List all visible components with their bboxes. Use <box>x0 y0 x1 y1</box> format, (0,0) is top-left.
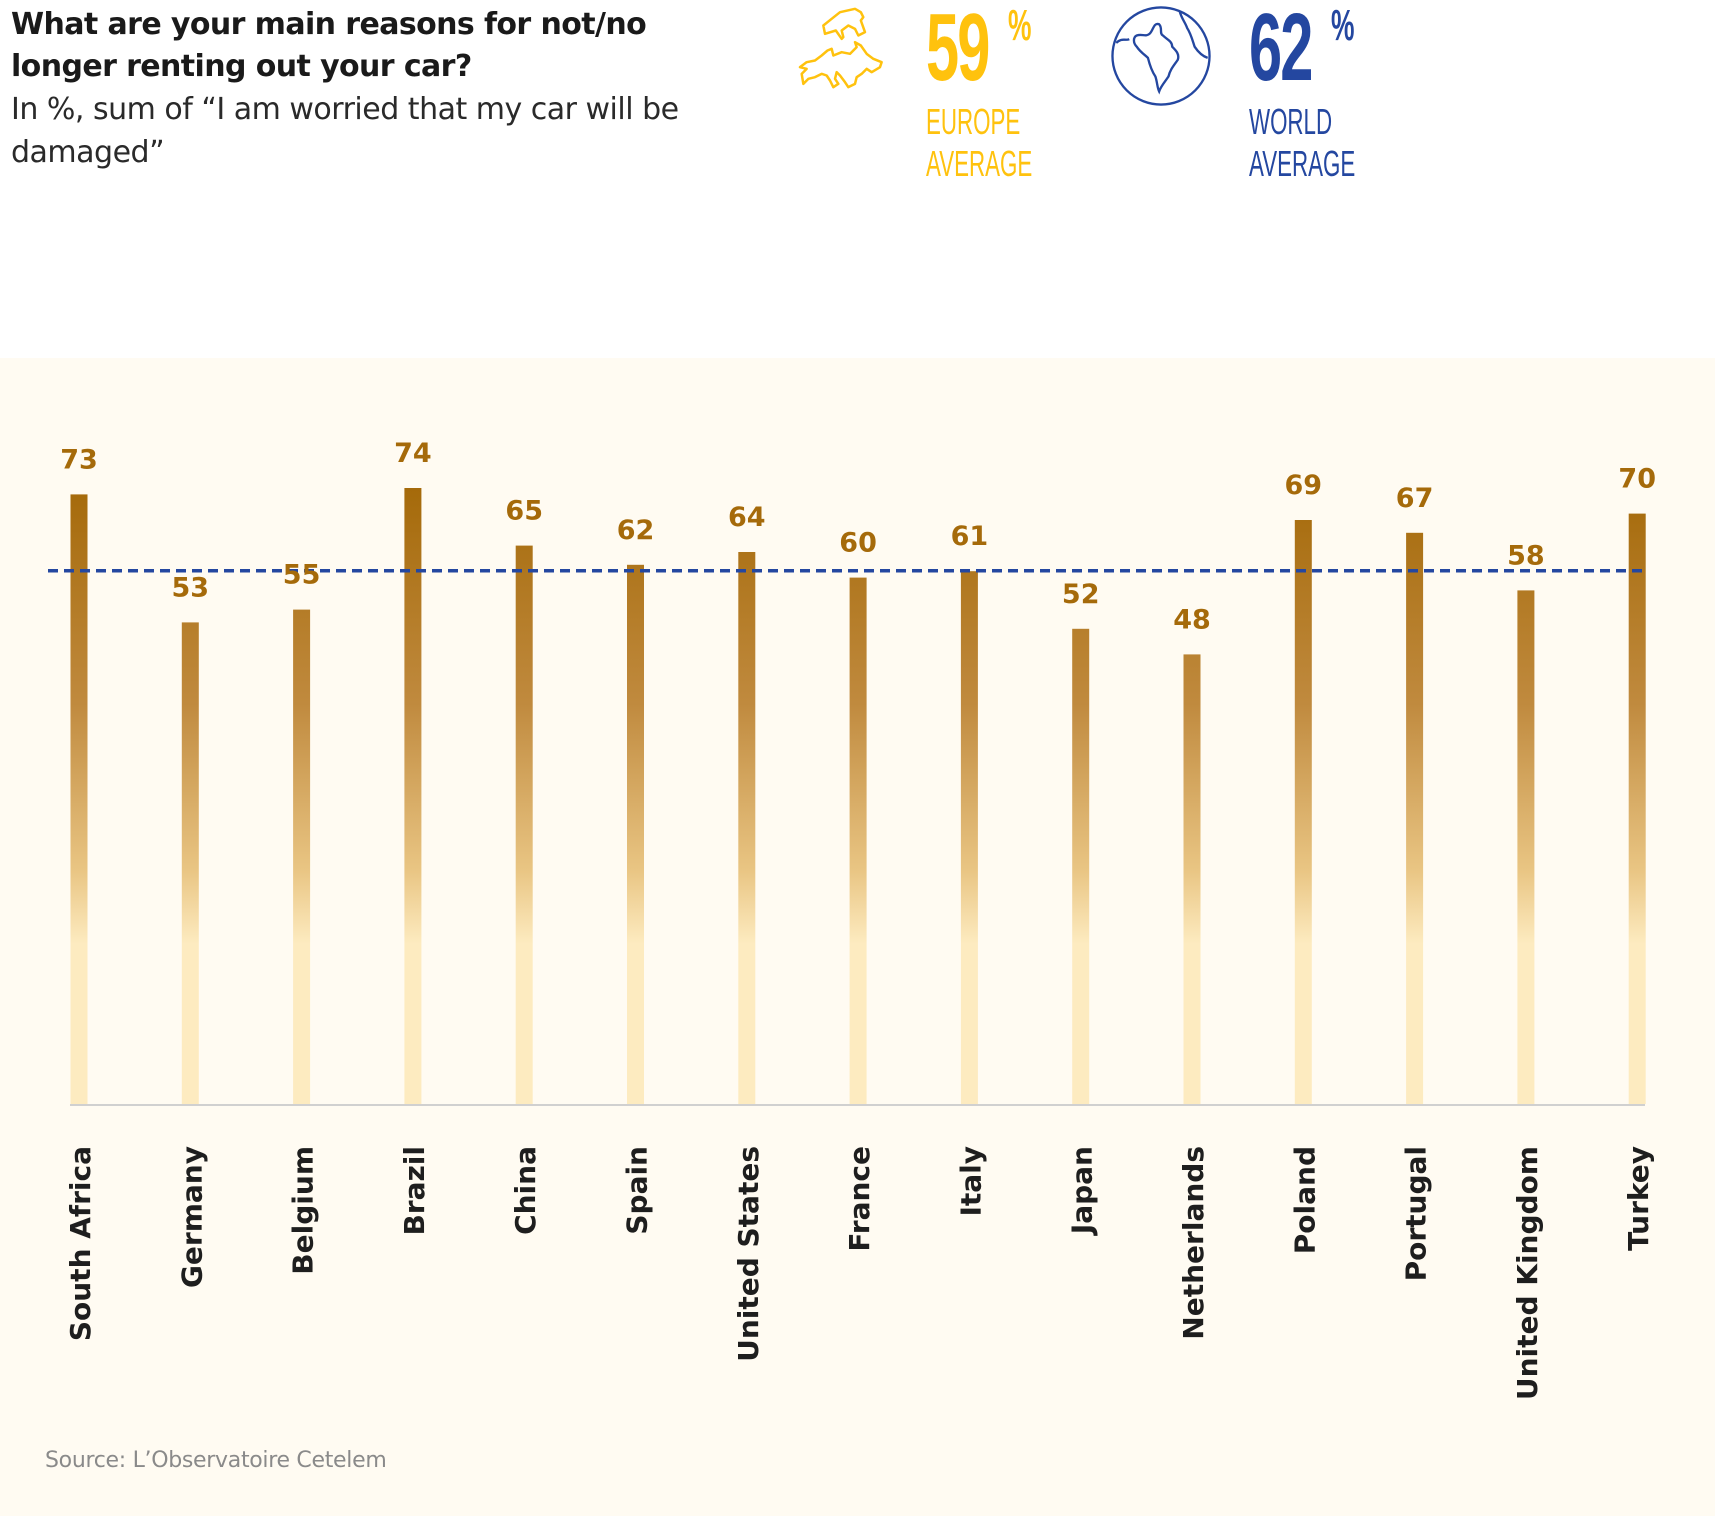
value-label: 53 <box>172 572 210 603</box>
value-label: 58 <box>1507 540 1545 571</box>
category-label: Italy <box>954 1146 987 1217</box>
bar-belgium <box>293 609 311 1104</box>
bar-france <box>849 577 867 1104</box>
category-label: United States <box>732 1146 765 1362</box>
value-label: 52 <box>1062 579 1100 610</box>
category-label: United Kingdom <box>1511 1146 1544 1400</box>
chart-subtitle: In %, sum of “I am worried that my car w… <box>11 92 679 170</box>
bar-spain <box>627 564 644 1104</box>
bar-portugal <box>1406 532 1424 1104</box>
bar-turkey <box>1628 513 1646 1104</box>
bar-italy <box>960 571 978 1104</box>
value-label: 48 <box>1173 604 1211 635</box>
europe-map-icon <box>798 7 883 89</box>
bar-poland <box>1294 520 1312 1104</box>
bar-united-kingdom <box>1517 590 1535 1104</box>
source-note: Source: L’Observatoire Cetelem <box>45 1448 387 1473</box>
europe-average-label-1: EUROPE <box>926 101 1021 142</box>
value-label: 69 <box>1285 470 1323 501</box>
world-average-value: 62 <box>1249 0 1313 101</box>
world-average-unit: % <box>1331 1 1355 50</box>
value-label: 67 <box>1396 483 1434 514</box>
category-label: France <box>843 1146 876 1252</box>
category-label: Spain <box>621 1146 654 1235</box>
value-label: 74 <box>394 438 432 469</box>
header: What are your main reasons for not/no lo… <box>11 4 751 174</box>
category-label: Netherlands <box>1177 1146 1210 1340</box>
category-label: South Africa <box>64 1146 97 1341</box>
category-label: China <box>509 1146 542 1235</box>
category-label: Turkey <box>1622 1146 1655 1251</box>
bar-chart: 73 53 55 74 65 62 64 60 61 52 48 69 67 58 70 South Afr… <box>48 438 1656 1400</box>
bar-south-africa <box>70 494 88 1104</box>
bar-japan <box>1072 628 1090 1104</box>
value-label: 73 <box>60 444 98 475</box>
category-label: Poland <box>1288 1146 1321 1254</box>
chart-panel: 73 53 55 74 65 62 64 60 61 52 48 69 67 58 70 South Afr… <box>0 358 1715 1516</box>
world-average-label-1: WORLD <box>1249 101 1333 142</box>
europe-average-label-2: AVERAGE <box>926 143 1033 184</box>
category-label: Portugal <box>1400 1146 1433 1281</box>
category-label: Japan <box>1066 1146 1099 1236</box>
europe-average-value: 59 <box>926 0 990 101</box>
bar-brazil <box>404 488 422 1104</box>
bar-germany <box>181 622 199 1104</box>
globe-icon <box>1111 6 1211 106</box>
europe-average-unit: % <box>1008 1 1032 50</box>
value-label: 60 <box>839 528 877 559</box>
value-label: 70 <box>1618 464 1656 495</box>
value-label: 62 <box>617 515 655 546</box>
bar-china <box>515 545 533 1104</box>
value-label: 61 <box>951 521 989 552</box>
category-label: Germany <box>175 1146 208 1288</box>
chart-title: What are your main reasons for not/no lo… <box>11 7 647 84</box>
category-label: Belgium <box>287 1146 320 1275</box>
value-label: 65 <box>505 496 543 527</box>
bar-united-states <box>738 552 756 1104</box>
value-label: 64 <box>728 502 766 533</box>
bar-netherlands <box>1183 654 1201 1104</box>
category-label: Brazil <box>398 1146 431 1236</box>
value-label: 55 <box>283 560 321 591</box>
world-average-label-2: AVERAGE <box>1249 143 1356 184</box>
